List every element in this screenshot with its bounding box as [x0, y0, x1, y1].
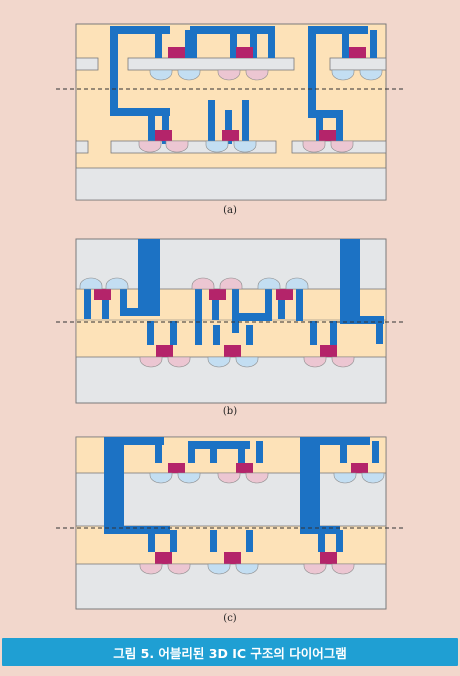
- panel-a-diagram: [56, 23, 404, 201]
- figure-caption-bar: 그림 5. 어블리된 3D IC 구조의 다이어그램: [2, 638, 458, 666]
- panel-a-label: (a): [223, 205, 237, 216]
- panel-b-diagram: [56, 238, 404, 404]
- panel-c-label: (c): [223, 613, 237, 624]
- panel-c-diagram: [56, 436, 404, 610]
- panel-b-label: (b): [222, 406, 238, 417]
- figure-caption: 그림 5. 어블리된 3D IC 구조의 다이어그램: [113, 645, 347, 661]
